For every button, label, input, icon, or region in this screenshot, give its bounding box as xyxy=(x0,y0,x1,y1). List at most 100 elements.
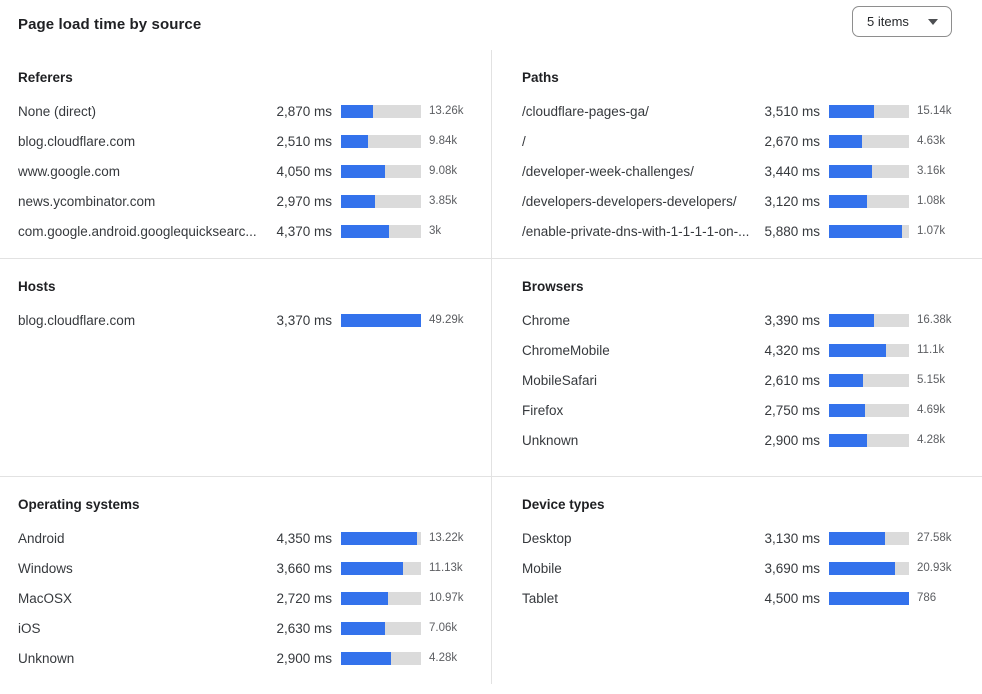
table-row[interactable]: ChromeMobile 4,320 ms 11.1k xyxy=(522,335,963,365)
row-visit-count: 3.16k xyxy=(917,165,946,177)
load-time-bar-fill xyxy=(829,433,868,447)
table-row[interactable]: Android 4,350 ms 13.22k xyxy=(18,523,475,553)
row-label: /cloudflare-pages-ga/ xyxy=(522,103,649,119)
caret-down-icon xyxy=(928,19,938,25)
load-time-bar xyxy=(829,313,909,327)
table-row[interactable]: Firefox 2,750 ms 4.69k xyxy=(522,395,963,425)
load-time-bar xyxy=(829,531,909,545)
items-count-value: 5 items xyxy=(867,14,909,29)
load-time-bar xyxy=(341,621,421,635)
referers-rows: None (direct) 2,870 ms 13.26k blog.cloud… xyxy=(18,96,475,246)
row-label: Tablet xyxy=(522,590,559,606)
row-visit-count: 3k xyxy=(429,225,442,237)
row-load-time: 3,510 ms xyxy=(764,103,820,119)
load-time-bar xyxy=(829,433,909,447)
table-row[interactable]: iOS 2,630 ms 7.06k xyxy=(18,613,475,643)
paths-rows: /cloudflare-pages-ga/ 3,510 ms 15.14k / … xyxy=(522,96,963,246)
row-label: MacOSX xyxy=(18,590,73,606)
row-load-time: 4,350 ms xyxy=(276,530,332,546)
load-time-bar xyxy=(341,591,421,605)
row-load-time: 3,690 ms xyxy=(764,560,820,576)
load-time-bar xyxy=(341,531,421,545)
items-count-dropdown[interactable]: 5 items xyxy=(852,6,952,37)
table-row[interactable]: /enable-private-dns-with-1-1-1-1-on-... … xyxy=(522,216,963,246)
load-time-bar xyxy=(341,104,421,118)
panel-device-types: Device types Desktop 3,130 ms 27.58k Mob… xyxy=(491,476,982,684)
row-label: Unknown xyxy=(18,650,75,666)
row-label: blog.cloudflare.com xyxy=(18,133,136,149)
row-label: Windows xyxy=(18,560,73,576)
load-time-bar xyxy=(829,104,909,118)
row-load-time: 3,370 ms xyxy=(276,312,332,328)
row-visit-count: 11.1k xyxy=(917,344,945,356)
table-row[interactable]: None (direct) 2,870 ms 13.26k xyxy=(18,96,475,126)
table-row[interactable]: MobileSafari 2,610 ms 5.15k xyxy=(522,365,963,395)
load-time-bar xyxy=(341,134,421,148)
table-row[interactable]: com.google.android.googlequicksearc... 4… xyxy=(18,216,475,246)
row-label: www.google.com xyxy=(18,163,121,179)
row-label: Chrome xyxy=(522,312,571,328)
load-time-bar-fill xyxy=(341,621,385,635)
row-visit-count: 13.26k xyxy=(429,105,464,117)
row-load-time: 4,050 ms xyxy=(276,163,332,179)
load-time-bar xyxy=(341,194,421,208)
row-visit-count: 786 xyxy=(917,592,937,604)
load-time-bar xyxy=(829,591,909,605)
load-time-bar xyxy=(829,373,909,387)
table-row[interactable]: /developers-developers-developers/ 3,120… xyxy=(522,186,963,216)
load-time-bar-fill xyxy=(341,561,404,575)
table-row[interactable]: Unknown 2,900 ms 4.28k xyxy=(18,643,475,673)
load-time-bar xyxy=(829,561,909,575)
load-time-bar-fill xyxy=(829,591,909,605)
row-label: /enable-private-dns-with-1-1-1-1-on-... xyxy=(522,223,750,239)
table-row[interactable]: blog.cloudflare.com 3,370 ms 49.29k xyxy=(18,305,475,335)
row-visit-count: 4.63k xyxy=(917,135,946,147)
table-row[interactable]: Mobile 3,690 ms 20.93k xyxy=(522,553,963,583)
row-load-time: 3,130 ms xyxy=(764,530,820,546)
header: Page load time by source 5 items xyxy=(0,0,982,50)
row-load-time: 2,750 ms xyxy=(764,402,820,418)
panel-title-browsers: Browsers xyxy=(522,279,584,294)
row-visit-count: 11.13k xyxy=(429,562,463,574)
table-row[interactable]: Tablet 4,500 ms 786 xyxy=(522,583,963,613)
load-time-bar-fill xyxy=(829,313,874,327)
table-row[interactable]: blog.cloudflare.com 2,510 ms 9.84k xyxy=(18,126,475,156)
hosts-rows: blog.cloudflare.com 3,370 ms 49.29k xyxy=(18,305,475,335)
row-label: news.ycombinator.com xyxy=(18,193,156,209)
panel-title-hosts: Hosts xyxy=(18,279,56,294)
table-row[interactable]: news.ycombinator.com 2,970 ms 3.85k xyxy=(18,186,475,216)
row-load-time: 4,500 ms xyxy=(764,590,820,606)
row-load-time: 2,630 ms xyxy=(276,620,332,636)
table-row[interactable]: / 2,670 ms 4.63k xyxy=(522,126,963,156)
load-time-bar-fill xyxy=(829,224,902,238)
table-row[interactable]: /developer-week-challenges/ 3,440 ms 3.1… xyxy=(522,156,963,186)
row-label: None (direct) xyxy=(18,103,97,119)
row-label: com.google.android.googlequicksearc... xyxy=(18,223,257,239)
row-visit-count: 5.15k xyxy=(917,374,946,386)
row-label: MobileSafari xyxy=(522,372,598,388)
load-time-bar xyxy=(829,134,909,148)
row-visit-count: 1.08k xyxy=(917,195,946,207)
panel-title-device-types: Device types xyxy=(522,497,605,512)
table-row[interactable]: /cloudflare-pages-ga/ 3,510 ms 15.14k xyxy=(522,96,963,126)
row-load-time: 3,390 ms xyxy=(764,312,820,328)
table-row[interactable]: Desktop 3,130 ms 27.58k xyxy=(522,523,963,553)
load-time-bar-fill xyxy=(341,313,421,327)
row-load-time: 2,670 ms xyxy=(764,133,820,149)
load-time-bar-fill xyxy=(829,343,886,357)
load-time-bar-fill xyxy=(341,224,389,238)
panel-title-paths: Paths xyxy=(522,70,559,85)
row-label: Mobile xyxy=(522,560,562,576)
panel-operating-systems: Operating systems Android 4,350 ms 13.22… xyxy=(0,476,491,684)
panel-hosts: Hosts blog.cloudflare.com 3,370 ms 49.29… xyxy=(0,258,491,476)
table-row[interactable]: www.google.com 4,050 ms 9.08k xyxy=(18,156,475,186)
table-row[interactable]: MacOSX 2,720 ms 10.97k xyxy=(18,583,475,613)
panel-paths: Paths /cloudflare-pages-ga/ 3,510 ms 15.… xyxy=(491,50,982,258)
table-row[interactable]: Chrome 3,390 ms 16.38k xyxy=(522,305,963,335)
row-load-time: 2,510 ms xyxy=(276,133,332,149)
table-row[interactable]: Unknown 2,900 ms 4.28k xyxy=(522,425,963,455)
row-visit-count: 49.29k xyxy=(429,314,464,326)
load-time-bar xyxy=(829,403,909,417)
load-time-bar xyxy=(829,224,909,238)
table-row[interactable]: Windows 3,660 ms 11.13k xyxy=(18,553,475,583)
